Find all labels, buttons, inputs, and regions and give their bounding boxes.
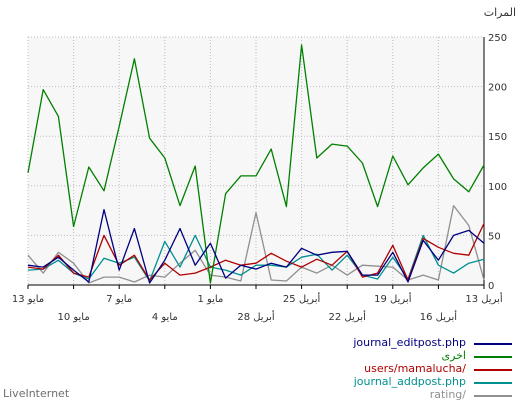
y-tick-label: 100 — [488, 182, 507, 193]
x-tick-label: 10 مايو — [57, 312, 89, 323]
x-tick-label: 25 أبريل — [283, 292, 321, 305]
legend-label-0: journal_editpost.php — [352, 336, 466, 349]
series-line-2 — [27, 223, 485, 281]
legend-label-1: اخرى — [441, 349, 466, 362]
y-tick-label: 150 — [488, 132, 507, 143]
series-lines — [27, 44, 485, 284]
y-axis-label: المرات — [484, 6, 516, 19]
y-axis: 0 50 100 150 200 250 — [483, 33, 507, 292]
x-tick-label: 1 مايو — [197, 294, 223, 305]
y-tick-label: 250 — [488, 33, 507, 44]
x-tick-label: 7 مايو — [106, 294, 132, 305]
x-tick-label: 4 مايو — [152, 312, 178, 323]
x-tick-label: 13 مايو — [12, 294, 44, 305]
y-tick-label: 200 — [488, 83, 507, 94]
x-tick-label: 19 أبريل — [374, 292, 412, 305]
series-line-0 — [27, 208, 485, 284]
x-tick-label: 28 أبريل — [237, 310, 275, 323]
series-line-1 — [27, 44, 485, 284]
x-tick-label: 16 أبريل — [420, 310, 458, 323]
footer-brand: LiveInternet — [3, 387, 70, 400]
x-tick-label: 22 أبريل — [329, 310, 367, 323]
legend-label-4: rating/ — [430, 388, 467, 401]
x-tick-label: 13 أبريل — [465, 292, 503, 305]
x-axis: 13 مايو 7 مايو 1 مايو 25 أبريل 19 أبريل 13 أب… — [12, 284, 503, 323]
legend-label-3: journal_addpost.php — [353, 375, 466, 388]
y-tick-label: 50 — [488, 231, 501, 242]
legend: journal_editpost.phpاخرىusers/mamalucha/… — [352, 336, 512, 401]
y-tick-label: 0 — [488, 281, 494, 292]
legend-label-2: users/mamalucha/ — [364, 362, 466, 375]
